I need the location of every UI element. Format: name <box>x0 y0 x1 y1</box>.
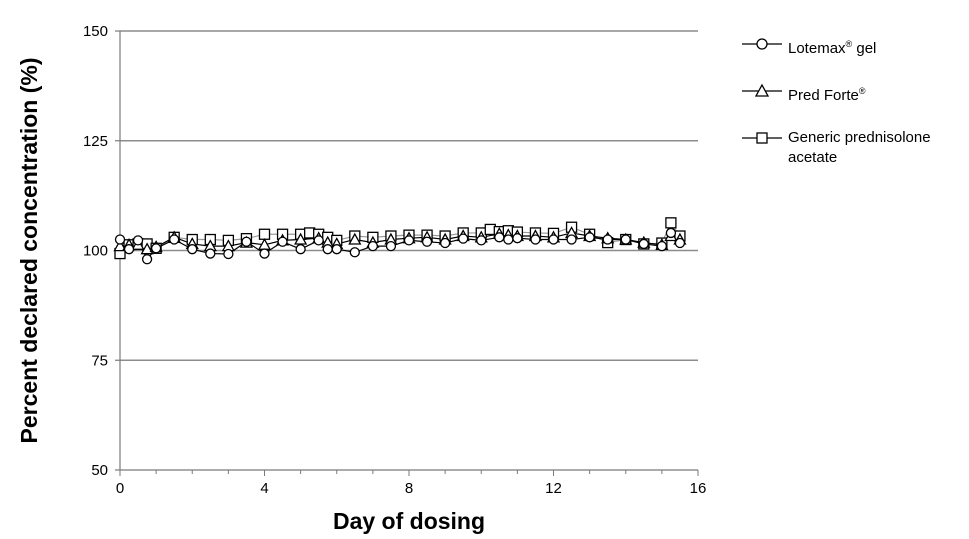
circle-marker <box>223 248 234 260</box>
circle-marker <box>602 234 613 245</box>
circle-marker <box>114 234 126 245</box>
triangle-marker <box>348 232 362 245</box>
circle-marker <box>205 248 216 259</box>
circle-marker <box>620 234 631 245</box>
circle-marker <box>548 234 559 245</box>
square-marker <box>258 228 271 240</box>
y-tick-label: 50 <box>91 462 108 479</box>
circle-marker <box>322 244 333 255</box>
circle-marker <box>638 238 649 250</box>
legend-item-lotemax: Lotemax® gel <box>740 34 965 59</box>
circle-marker <box>421 236 433 247</box>
circle-marker <box>503 234 514 245</box>
triangle-marker <box>113 239 127 252</box>
square-marker <box>665 217 677 229</box>
legend-circle-marker-icon <box>742 38 782 50</box>
circle-marker <box>349 247 360 258</box>
x-tick-label: 16 <box>690 480 707 497</box>
circle-marker <box>187 244 198 255</box>
x-axis-title: Day of dosing <box>333 508 485 534</box>
circle-marker <box>584 232 595 243</box>
circle-marker <box>331 244 342 255</box>
triangle-marker <box>294 232 308 245</box>
circle-marker <box>141 254 153 265</box>
x-tick-label: 12 <box>545 480 562 497</box>
x-tick-label: 8 <box>405 480 413 497</box>
circle-marker <box>566 234 577 245</box>
circle-marker <box>439 237 451 249</box>
x-tick-label: 4 <box>260 480 268 497</box>
circle-marker <box>259 248 270 259</box>
circle-marker <box>458 233 469 244</box>
triangle-marker <box>140 242 154 255</box>
legend-square-marker-icon <box>742 132 782 144</box>
circle-marker <box>367 240 379 252</box>
legend-item-pred-forte: Pred Forte® <box>740 81 965 106</box>
legend-label-lotemax: Lotemax® gel <box>788 39 877 57</box>
circle-marker <box>530 234 541 245</box>
x-tick-label: 0 <box>116 480 124 497</box>
legend-label-pred-forte: Pred Forte® <box>788 86 866 104</box>
grid-lines <box>120 30 698 362</box>
circle-marker <box>169 234 180 245</box>
circle-marker <box>277 236 288 247</box>
circle-marker <box>476 235 487 246</box>
legend-triangle-marker-icon <box>742 83 782 97</box>
circle-marker <box>512 233 523 244</box>
tick-labels: 50 75 100 125 150 0 4 8 12 16 <box>83 23 706 497</box>
circle-marker <box>674 237 686 249</box>
circle-marker <box>123 244 135 255</box>
circle-marker <box>656 240 668 252</box>
axes <box>115 30 699 476</box>
y-tick-label: 125 <box>83 133 108 150</box>
y-axis-title: Percent declared concentration (%) <box>16 58 42 444</box>
legend-item-generic-prednisolone: Generic prednisolone acetate <box>740 128 965 168</box>
y-tick-label: 150 <box>83 23 108 40</box>
data-markers <box>113 217 687 265</box>
circle-marker <box>241 236 252 247</box>
circle-marker <box>385 240 397 252</box>
circle-marker <box>150 243 162 254</box>
circle-marker <box>295 244 306 255</box>
legend-label-generic-prednisolone: Generic prednisolone acetate <box>788 129 931 166</box>
y-tick-label: 100 <box>83 243 108 260</box>
circle-marker <box>313 235 324 246</box>
circle-marker <box>494 232 505 243</box>
legend: Lotemax® gel Pred Forte® Generic prednis… <box>740 34 965 190</box>
circle-marker <box>403 235 415 246</box>
y-tick-label: 75 <box>91 352 108 369</box>
circle-marker <box>665 227 677 239</box>
circle-marker <box>132 235 144 246</box>
